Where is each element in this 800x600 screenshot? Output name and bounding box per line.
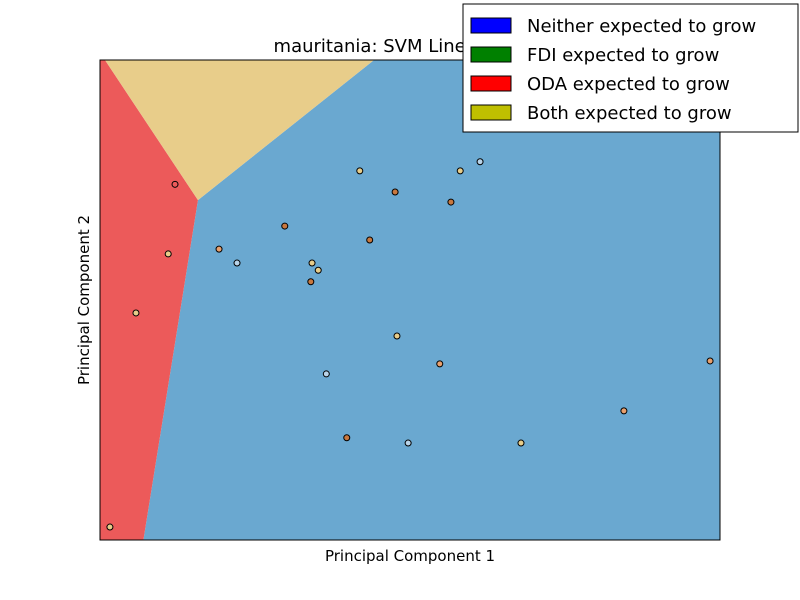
data-point (517, 439, 525, 447)
data-point (132, 309, 140, 317)
region-both-expected-to-grow (104, 60, 375, 201)
data-point (436, 360, 444, 368)
legend-swatch (470, 17, 512, 34)
data-point (281, 222, 289, 230)
data-point (314, 266, 322, 274)
decision-regions (100, 60, 720, 540)
data-point (706, 357, 714, 365)
data-point (308, 259, 316, 267)
data-point (171, 180, 179, 188)
data-point (366, 236, 374, 244)
legend-label: FDI expected to grow (527, 45, 719, 66)
data-point (164, 250, 172, 258)
data-point (456, 167, 464, 175)
data-point (343, 434, 351, 442)
legend-box (462, 3, 799, 133)
data-point (356, 167, 364, 175)
data-point (322, 370, 330, 378)
legend-swatch (470, 75, 512, 92)
legend: Neither expected to grow FDI expected to … (462, 3, 799, 133)
legend-label: Neither expected to grow (527, 16, 756, 37)
x-axis-label: Principal Component 1 (325, 547, 495, 565)
region-oda-expected-to-grow (100, 60, 198, 540)
y-axis-label: Principal Component 2 (75, 215, 93, 385)
legend-swatch (470, 104, 512, 121)
region-neither-expected-to-grow (143, 60, 720, 540)
data-point (233, 259, 241, 267)
data-points (106, 158, 714, 531)
legend-label: Both expected to grow (527, 103, 732, 124)
data-point (307, 278, 315, 286)
data-point (393, 332, 401, 340)
data-point (620, 407, 628, 415)
data-point (215, 245, 223, 253)
data-point (404, 439, 412, 447)
legend-swatch (470, 46, 512, 63)
data-point (476, 158, 484, 166)
data-point (447, 198, 455, 206)
legend-label: ODA expected to grow (527, 74, 730, 95)
plot-area-frame (99, 59, 721, 541)
data-point (391, 188, 399, 196)
data-point (106, 523, 114, 531)
